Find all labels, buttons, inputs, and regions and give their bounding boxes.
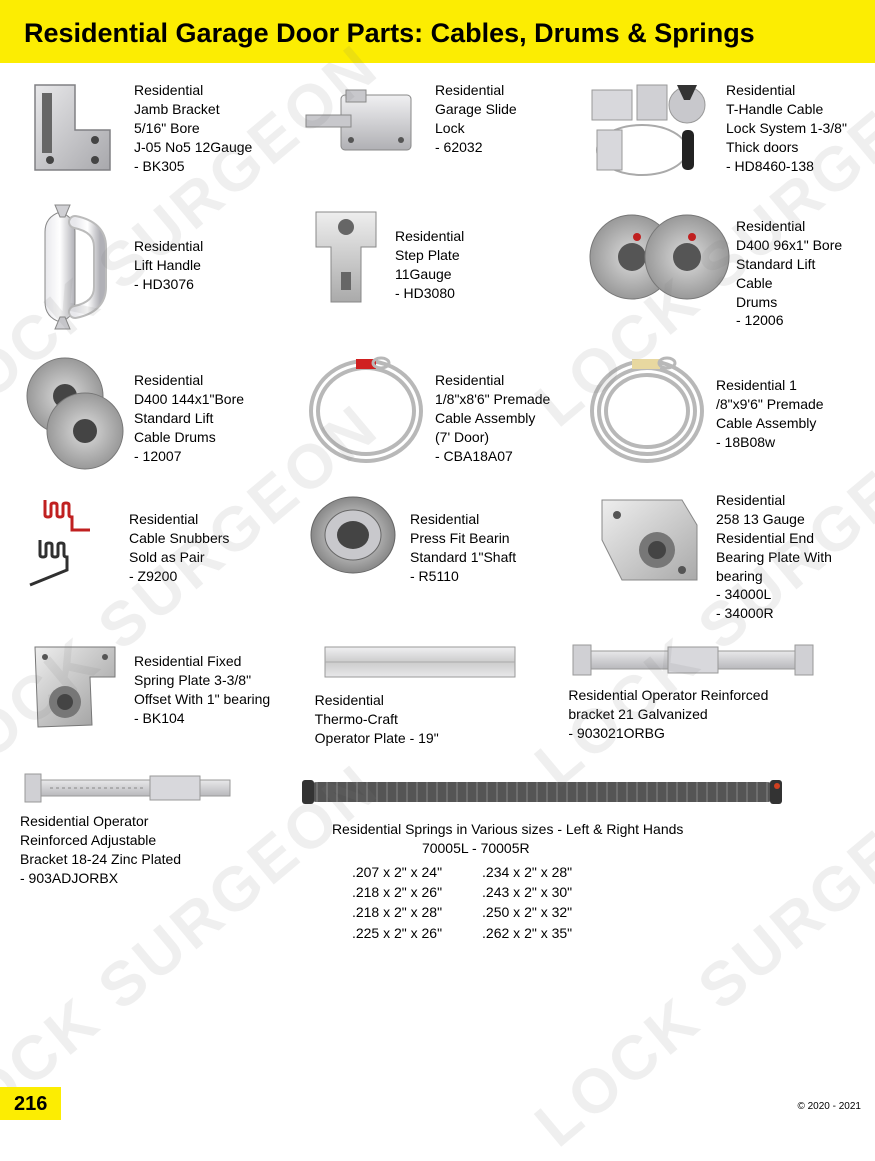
product-label: Residential Thermo-Craft Operator Plate … xyxy=(315,687,439,748)
spring-size: .225 x 2" x 26" xyxy=(352,923,442,943)
spring-size: .262 x 2" x 35" xyxy=(482,923,572,943)
product-image xyxy=(20,768,240,808)
page-number: 216 xyxy=(0,1087,61,1120)
product-image xyxy=(582,351,712,471)
product-label: Residential T-Handle Cable Lock System 1… xyxy=(722,75,847,175)
product-slide-lock: Residential Garage Slide Lock - 62032 xyxy=(301,75,574,183)
product-springs: Residential Springs in Various sizes - L… xyxy=(292,768,855,943)
product-image xyxy=(582,485,712,595)
catalog-row: Residential Cable Snubbers Sold as Pair … xyxy=(20,485,855,623)
product-press-fit-bearing: Residential Press Fit Bearin Standard 1"… xyxy=(301,485,574,623)
product-lift-handle: Residential Lift Handle - HD3076 xyxy=(20,197,293,337)
product-image xyxy=(301,197,391,317)
product-label: Residential Fixed Spring Plate 3-3/8" Of… xyxy=(130,637,270,728)
spring-size: .218 x 2" x 28" xyxy=(352,902,442,922)
product-image xyxy=(315,637,525,687)
page-header: Residential Garage Door Parts: Cables, D… xyxy=(0,0,875,63)
product-image xyxy=(20,637,130,737)
product-image xyxy=(20,351,130,471)
spring-size: .218 x 2" x 26" xyxy=(352,882,442,902)
product-image xyxy=(568,637,818,682)
product-label: Residential Springs in Various sizes - L… xyxy=(292,816,683,858)
product-label: Residential Operator Reinforced bracket … xyxy=(568,682,768,743)
product-image xyxy=(582,75,722,183)
spring-size: .250 x 2" x 32" xyxy=(482,902,572,922)
product-cable-drums-144: Residential D400 144x1"Bore Standard Lif… xyxy=(20,351,293,471)
product-label: Residential Jamb Bracket 5/16" Bore J-05… xyxy=(130,75,252,175)
product-image xyxy=(301,75,431,170)
product-label: Residential 1 /8"x9'6" Premade Cable Ass… xyxy=(712,351,824,452)
product-jamb-bracket: Residential Jamb Bracket 5/16" Bore J-05… xyxy=(20,75,293,183)
product-label: Residential Press Fit Bearin Standard 1"… xyxy=(406,485,516,586)
spring-size: .234 x 2" x 28" xyxy=(482,862,572,882)
product-cable-snubbers: Residential Cable Snubbers Sold as Pair … xyxy=(20,485,293,623)
product-image xyxy=(301,485,406,585)
product-fixed-spring-plate: Residential Fixed Spring Plate 3-3/8" Of… xyxy=(20,637,307,748)
product-label: Residential Garage Slide Lock - 62032 xyxy=(431,75,517,157)
copyright: © 2020 - 2021 xyxy=(797,1101,875,1120)
page-footer: 216 © 2020 - 2021 xyxy=(0,1087,875,1120)
product-label: Residential D400 144x1"Bore Standard Lif… xyxy=(130,351,244,465)
page-title: Residential Garage Door Parts: Cables, D… xyxy=(24,18,851,49)
product-label: Residential Step Plate 11Gauge - HD3080 xyxy=(391,197,464,303)
product-image xyxy=(20,485,125,595)
catalog-row: Residential Jamb Bracket 5/16" Bore J-05… xyxy=(20,75,855,183)
product-cable-assembly-9: Residential 1 /8"x9'6" Premade Cable Ass… xyxy=(582,351,855,471)
product-image xyxy=(20,75,130,180)
product-cable-assembly-7: Residential 1/8"x8'6" Premade Cable Asse… xyxy=(301,351,574,471)
product-step-plate: Residential Step Plate 11Gauge - HD3080 xyxy=(301,197,574,337)
product-image xyxy=(292,768,792,816)
product-image xyxy=(20,197,130,337)
catalog-row: Residential Lift Handle - HD3076 Residen… xyxy=(20,197,855,337)
product-operator-reinforced-bracket: Residential Operator Reinforced bracket … xyxy=(568,637,855,748)
product-label: Residential 1/8"x8'6" Premade Cable Asse… xyxy=(431,351,550,465)
product-image xyxy=(301,351,431,471)
springs-size-table: .207 x 2" x 24" .218 x 2" x 26" .218 x 2… xyxy=(292,862,572,943)
product-label: Residential Operator Reinforced Adjustab… xyxy=(20,808,181,888)
catalog-content: Residential Jamb Bracket 5/16" Bore J-05… xyxy=(0,63,875,943)
product-label: Residential Cable Snubbers Sold as Pair … xyxy=(125,485,229,586)
spring-size: .243 x 2" x 30" xyxy=(482,882,572,902)
product-t-handle: Residential T-Handle Cable Lock System 1… xyxy=(582,75,855,183)
product-end-bearing-plate: Residential 258 13 Gauge Residential End… xyxy=(582,485,855,623)
product-image xyxy=(582,197,732,317)
catalog-row: Residential Operator Reinforced Adjustab… xyxy=(20,768,855,943)
product-adjustable-bracket: Residential Operator Reinforced Adjustab… xyxy=(20,768,284,943)
product-cable-drums-96: Residential D400 96x1" Bore Standard Lif… xyxy=(582,197,855,337)
product-label: Residential 258 13 Gauge Residential End… xyxy=(712,485,832,623)
product-label: Residential D400 96x1" Bore Standard Lif… xyxy=(732,197,855,330)
spring-size: .207 x 2" x 24" xyxy=(352,862,442,882)
catalog-row: Residential D400 144x1"Bore Standard Lif… xyxy=(20,351,855,471)
product-thermo-craft-plate: Residential Thermo-Craft Operator Plate … xyxy=(315,637,561,748)
product-label: Residential Lift Handle - HD3076 xyxy=(130,197,203,294)
catalog-row: Residential Fixed Spring Plate 3-3/8" Of… xyxy=(20,637,855,748)
